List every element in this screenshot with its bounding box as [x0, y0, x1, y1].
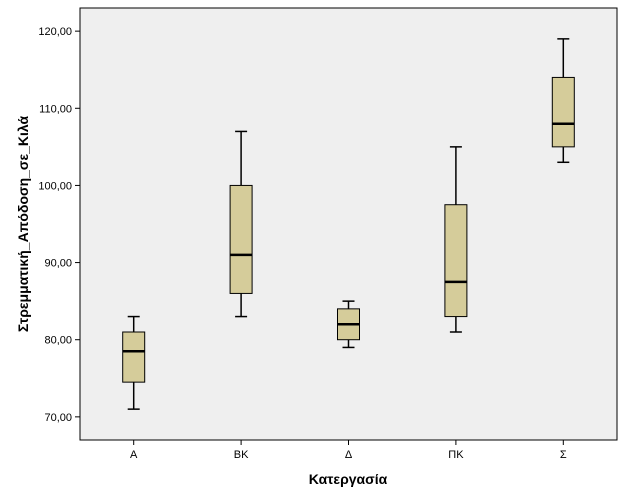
- y-tick-label: 120,00: [38, 26, 72, 38]
- y-tick-label: 110,00: [39, 103, 72, 115]
- box-1: [229, 130, 253, 318]
- box-2: [337, 300, 360, 349]
- iqr-box: [122, 331, 146, 383]
- box-series: [122, 38, 575, 410]
- plot-area: [79, 7, 618, 441]
- x-axis-title: Κατεργασία: [309, 471, 388, 487]
- x-tick-label: ΠΚ: [448, 449, 464, 461]
- y-tick-label: 100,00: [38, 180, 72, 192]
- x-tick-label: Α: [130, 449, 138, 461]
- y-tick-label: 80,00: [44, 335, 72, 347]
- x-axis: Α ΒΚ Δ ΠΚ Σ: [130, 440, 567, 461]
- box-3: [444, 146, 468, 333]
- iqr-box: [229, 184, 253, 294]
- x-tick-label: Σ: [560, 449, 567, 461]
- y-tick-label: 70,00: [44, 412, 72, 424]
- x-tick-label: ΒΚ: [234, 449, 249, 461]
- box-4: [551, 38, 575, 164]
- iqr-box: [444, 204, 468, 318]
- box-0: [122, 315, 146, 410]
- y-axis-title: Στρεμματική_Απόδοση_σε_Κιλά: [15, 115, 31, 332]
- y-axis: 70,00 80,00 90,00 100,00 110,00 120,00: [38, 26, 80, 424]
- y-tick-label: 90,00: [44, 258, 72, 270]
- x-tick-label: Δ: [345, 449, 353, 461]
- iqr-box: [551, 76, 575, 148]
